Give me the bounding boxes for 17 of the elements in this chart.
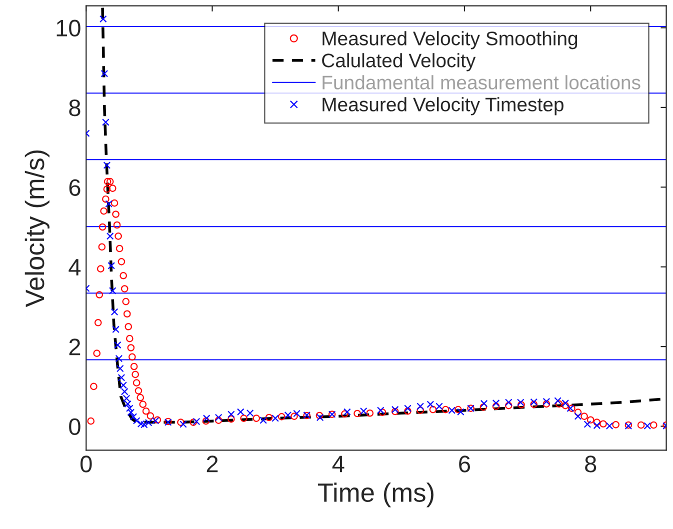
y-tick-label: 4 [68, 259, 81, 276]
y-tick-label: 6 [69, 179, 80, 196]
y-tick-label: 10 [56, 20, 80, 37]
x-axis-title: Time (ms) [318, 482, 434, 508]
y-tick-label: 8 [69, 100, 80, 116]
x-tick-label: 2 [206, 456, 218, 472]
y-tick-label: 2 [69, 338, 80, 356]
x-tick-label: 8 [585, 456, 596, 472]
x-tick-label: 4 [332, 456, 344, 472]
y-axis-title: Velocity (m/s) [24, 150, 50, 308]
legend-label: Calulated Velocity [322, 53, 476, 72]
x-tick-label: 0 [80, 456, 92, 472]
legend-label: Measured Velocity Smoothing [322, 31, 578, 50]
legend-label: Measured Velocity Timestep [322, 97, 564, 116]
x-tick-label: 6 [459, 456, 470, 472]
legend-label: Fundamental measurement locations [322, 75, 640, 90]
y-tick-label: 0 [69, 418, 80, 436]
